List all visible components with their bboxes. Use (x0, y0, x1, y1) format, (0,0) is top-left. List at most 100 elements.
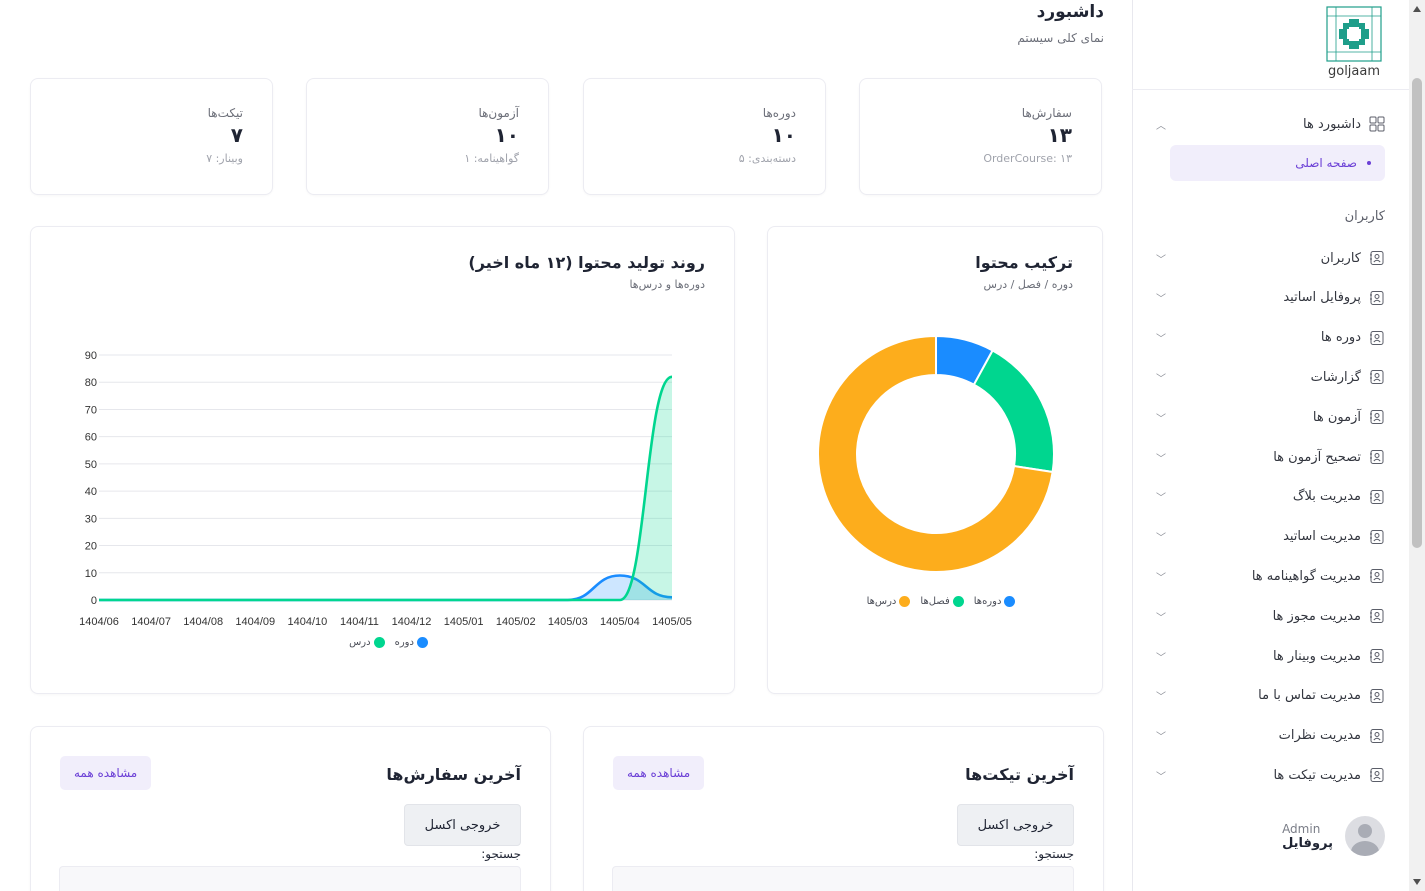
trend-subtitle: دوره‌ها و درس‌ها (629, 278, 705, 291)
profile[interactable]: Admin پروفایل (1155, 814, 1385, 858)
chevron-down-icon: ﹀ (1156, 254, 1166, 266)
donut-slice[interactable] (972, 349, 1055, 474)
sidebar-item-4[interactable]: آزمون ها ﹀ (1155, 402, 1385, 432)
sidebar-item-label: مدیریت بلاگ (1292, 489, 1361, 505)
y-tick-label: 90 (85, 350, 97, 362)
sidebar-item-label: مدیریت تماس با ما (1258, 688, 1361, 704)
stat-label: دوره‌ها (762, 106, 796, 120)
donut-legend-item[interactable]: دوره‌ها (974, 596, 1016, 607)
scroll-up-arrow-icon[interactable] (1413, 6, 1421, 12)
sidebar-item-11[interactable]: مدیریت تماس با ما ﹀ (1155, 681, 1385, 711)
orders-see-all-button[interactable]: مشاهده همه (60, 756, 152, 790)
sidebar: goljaam داشبورد ها ︿ صفحه اصلی کاربران ک… (1132, 0, 1409, 891)
sidebar-item-8[interactable]: مدیریت گواهینامه ها ﹀ (1155, 561, 1385, 591)
donut-legend-item[interactable]: درس‌ها (867, 596, 911, 607)
orders-title: آخرین سفارش‌ها (386, 765, 521, 784)
x-tick-label: 1405/02 (496, 616, 536, 628)
legend-dot-icon (373, 637, 385, 648)
logo[interactable]: goljaam (1325, 6, 1383, 82)
avatar[interactable] (1345, 816, 1385, 856)
sidebar-item-6[interactable]: مدیریت بلاگ ﹀ (1155, 482, 1385, 512)
x-tick-label: 1404/11 (340, 616, 379, 628)
stat-value: ۱۰ (771, 123, 796, 147)
stat-value: ۱۰ (494, 123, 519, 147)
sidebar-item-3[interactable]: گزارشات ﹀ (1155, 362, 1385, 392)
trend-panel: روند تولید محتوا (۱۲ ماه اخیر) دوره‌ها و… (30, 226, 735, 694)
y-tick-label: 10 (85, 568, 97, 580)
stat-card-orders: سفارش‌ها ۱۳ OrderCourse: ۱۳ (859, 78, 1102, 195)
stat-value: ۷ (230, 123, 243, 147)
stat-meta: دسته‌بندی: ۵ (738, 152, 796, 165)
sidebar-item-5[interactable]: تصحیح آزمون ها ﹀ (1155, 442, 1385, 472)
sidebar-item-label: گزارشات (1310, 369, 1361, 385)
legend-label: دوره‌ها (973, 596, 1002, 607)
grid-icon (1369, 116, 1385, 132)
sidebar-item-label: آزمون ها (1312, 409, 1361, 425)
x-tick-label: 1405/01 (444, 616, 484, 628)
user-card-icon (1369, 449, 1385, 465)
trend-chart: 0 10 20 30 40 50 60 70 80 90 1404/06 1404/07 1404/08… (79, 350, 692, 628)
chevron-down-icon: ﹀ (1156, 373, 1166, 385)
stat-label: تیکت‌ها (207, 106, 243, 120)
y-tick-label: 60 (85, 432, 97, 444)
orders-excel-button[interactable]: خروجی اکسل (404, 804, 521, 846)
legend-label: درس‌ها (866, 596, 897, 607)
donut-chart (817, 334, 1055, 573)
logo-icon (1326, 6, 1382, 62)
chevron-down-icon: ﹀ (1156, 692, 1166, 704)
x-tick-label: 1404/06 (79, 616, 119, 628)
tickets-search-input[interactable] (612, 866, 1074, 891)
sidebar-item-label: داشبورد ها (1303, 116, 1361, 132)
chevron-down-icon: ﹀ (1156, 652, 1166, 664)
page-scrollbar[interactable] (1409, 0, 1425, 891)
scroll-thumb[interactable] (1412, 78, 1422, 548)
stat-meta: گواهینامه: ۱ (464, 152, 519, 165)
sidebar-item-1[interactable]: پروفایل اساتید ﹀ (1155, 283, 1385, 313)
legend-dot-icon (1004, 596, 1016, 607)
y-tick-label: 70 (85, 404, 97, 416)
sidebar-item-7[interactable]: مدیریت اساتید ﹀ (1155, 522, 1385, 552)
x-tick-label: 1404/08 (183, 616, 223, 628)
series-line[interactable] (99, 375, 673, 602)
sidebar-item-label: مدیریت وبینار ها (1272, 648, 1361, 664)
donut-legend: دوره‌ها فصل‌ها درس‌ها (768, 596, 1104, 607)
sidebar-item-2[interactable]: دوره ها ﹀ (1155, 323, 1385, 353)
sidebar-item-label: تصحیح آزمون ها (1273, 449, 1361, 465)
user-card-icon (1369, 728, 1385, 744)
trend-legend-item[interactable]: درس (349, 637, 385, 648)
sidebar-divider (1132, 89, 1409, 90)
legend-label: دوره (394, 637, 414, 648)
sidebar-item-dashboards[interactable]: داشبورد ها ︿ (1155, 109, 1385, 139)
x-tick-label: 1404/07 (131, 616, 171, 628)
scroll-down-arrow-icon[interactable] (1413, 879, 1421, 885)
chevron-down-icon: ﹀ (1156, 334, 1166, 346)
sidebar-item-0[interactable]: کاربران ﹀ (1155, 243, 1385, 273)
sidebar-item-label: دوره ها (1320, 330, 1361, 346)
sidebar-item-12[interactable]: مدیریت نظرات ﹀ (1155, 721, 1385, 751)
chevron-down-icon: ﹀ (1156, 732, 1166, 744)
trend-legend: دوره درس (31, 637, 736, 648)
orders-search-input[interactable] (59, 866, 521, 891)
page-title: داشبورد (1036, 2, 1104, 22)
chevron-down-icon: ﹀ (1156, 493, 1166, 505)
sidebar-item-13[interactable]: مدیریت تیکت ها ﹀ (1155, 760, 1385, 790)
series-area (99, 376, 672, 600)
sidebar-item-10[interactable]: مدیریت وبینار ها ﹀ (1155, 641, 1385, 671)
donut-legend-item[interactable]: فصل‌ها (920, 596, 964, 607)
donut-slice[interactable] (817, 334, 1054, 573)
tickets-see-all-button[interactable]: مشاهده همه (613, 756, 705, 790)
x-tick-label: 1404/09 (235, 616, 275, 628)
sidebar-sub-item-home[interactable]: صفحه اصلی (1170, 145, 1385, 181)
tickets-excel-button[interactable]: خروجی اکسل (957, 804, 1074, 846)
chevron-up-icon: ︿ (1156, 120, 1166, 132)
chevron-down-icon: ﹀ (1156, 612, 1166, 624)
y-tick-label: 80 (85, 377, 97, 389)
chevron-down-icon: ﹀ (1156, 533, 1166, 545)
tickets-search-label: جستجو: (1034, 847, 1074, 861)
sidebar-item-9[interactable]: مدیریت مجوز ها ﹀ (1155, 601, 1385, 631)
trend-legend-item[interactable]: دوره (395, 637, 428, 648)
page-subtitle: نمای کلی سیستم (1017, 31, 1104, 45)
series-area (99, 575, 672, 600)
y-tick-label: 30 (85, 513, 97, 525)
stat-value: ۱۳ (1047, 123, 1072, 147)
